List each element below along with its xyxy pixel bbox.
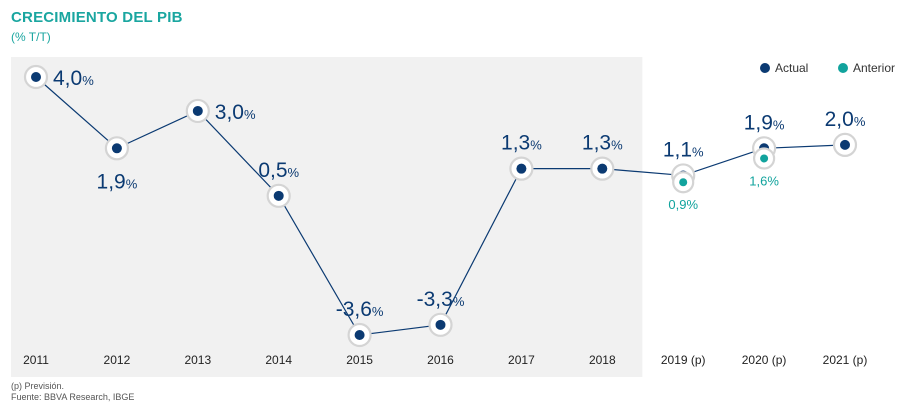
data-label-actual: 3,0% (215, 101, 256, 124)
x-tick-label: 2016 (427, 353, 454, 367)
x-tick-label: 2015 (346, 353, 373, 367)
x-tick-label: 2017 (508, 353, 535, 367)
data-label-actual: -3,6% (336, 298, 384, 321)
source-note: Fuente: BBVA Research, IBGE (11, 392, 135, 402)
data-label-actual: 1,3% (501, 132, 542, 155)
data-label-anterior: 0,9% (668, 197, 698, 212)
legend-item-anterior: Anterior (838, 61, 895, 75)
chart-title: CRECIMIENTO DEL PIB (11, 9, 183, 26)
chart-subtitle: (% T/T) (11, 30, 51, 44)
data-point-anterior-2019p (672, 171, 695, 194)
data-point-actual-2018 (590, 156, 615, 181)
chart-notes: (p) Previsión. Fuente: BBVA Research, IB… (11, 381, 134, 403)
data-label-actual: 1,1% (663, 138, 704, 161)
data-point-actual-2014 (266, 183, 291, 208)
x-tick-label: 2021 (p) (823, 353, 868, 367)
legend: Actual Anterior (760, 61, 895, 75)
legend-item-actual: Actual (760, 61, 808, 75)
data-point-actual-2011 (23, 64, 49, 90)
historical-shaded-area (11, 57, 643, 377)
data-point-actual-2021p (832, 132, 858, 157)
data-point-anterior-2020p (752, 147, 776, 170)
legend-label: Actual (775, 61, 808, 75)
data-label-actual: -3,3% (417, 288, 465, 311)
data-label-actual: 2,0% (825, 108, 866, 131)
legend-label: Anterior (853, 61, 895, 75)
footnote: (p) Previsión. (11, 381, 65, 391)
x-tick-label: 2013 (184, 353, 211, 367)
x-tick-label: 2020 (p) (742, 353, 787, 367)
x-tick-label: 2019 (p) (661, 353, 706, 367)
data-point-actual-2016 (428, 312, 453, 337)
data-label-actual: 1,9% (744, 111, 785, 134)
legend-marker (760, 63, 770, 73)
data-label-anterior: 1,6% (749, 173, 779, 188)
legend-marker (838, 63, 848, 73)
data-point-actual-2012 (104, 136, 130, 161)
x-tick-label: 2014 (265, 353, 292, 367)
x-tick-label: 2018 (589, 353, 616, 367)
data-point-actual-2015 (347, 322, 372, 348)
data-label-actual: 1,3% (582, 132, 623, 155)
x-tick-label: 2012 (104, 353, 131, 367)
data-point-actual-2013 (185, 98, 210, 124)
data-label-actual: 0,5% (258, 159, 299, 182)
x-tick-label: 2011 (23, 353, 49, 367)
data-label-actual: 1,9% (97, 170, 138, 193)
data-label-actual: 4,0% (53, 67, 94, 90)
data-point-actual-2017 (509, 156, 534, 181)
